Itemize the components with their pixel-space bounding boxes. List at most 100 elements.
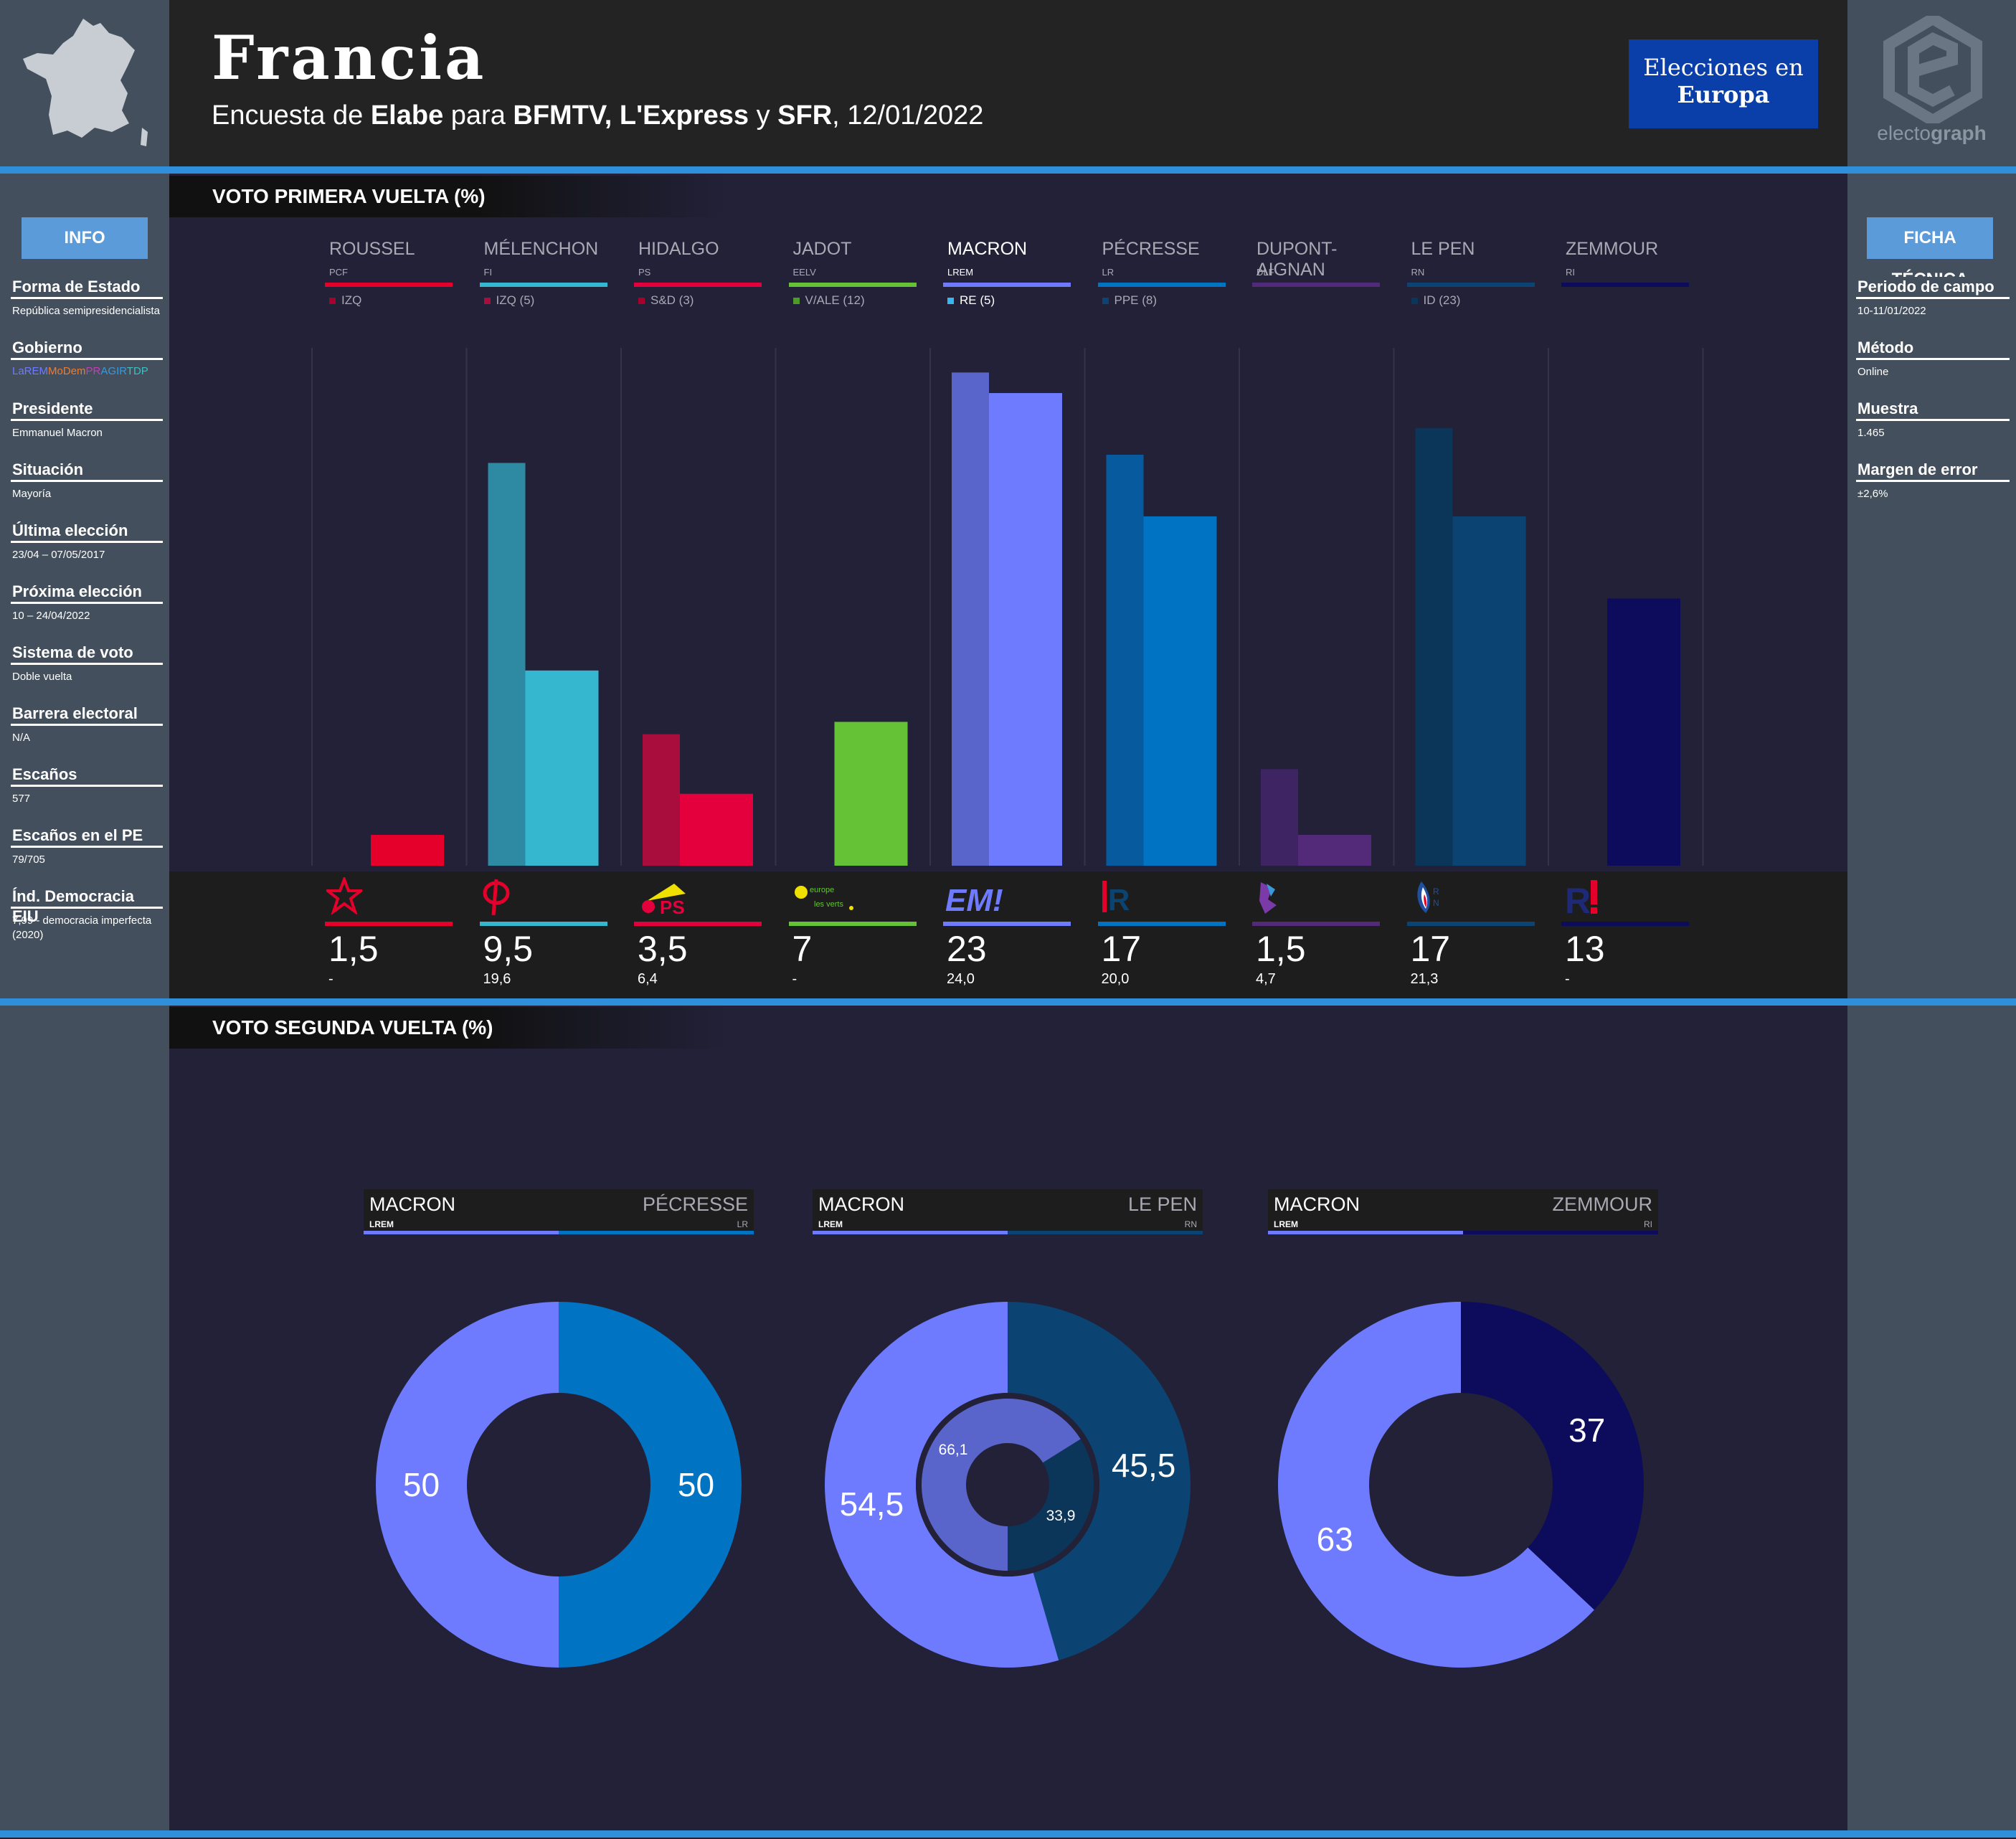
svg-text:R: R xyxy=(1565,881,1591,916)
previous-value-label: - xyxy=(792,971,798,987)
header xyxy=(169,0,1847,166)
duel-header: MACRON LREM ZEMMOUR RI xyxy=(1268,1189,1658,1234)
technical-value: 10-11/01/2022 xyxy=(1858,305,1926,317)
info-value: Emmanuel Macron xyxy=(12,427,103,439)
group-label: PPE (8) xyxy=(1114,293,1158,307)
previous-value-label: 4,7 xyxy=(1256,971,1276,987)
dlf-logo-icon xyxy=(1259,882,1277,914)
donut-label-left: 54,5 xyxy=(840,1485,904,1523)
technical-title: Margen de error xyxy=(1856,460,2010,482)
donut-slice-left xyxy=(1278,1302,1594,1668)
technical-value: 1.465 xyxy=(1858,427,1885,439)
info-value: República semipresidencialista xyxy=(12,305,160,317)
info-value: 577 xyxy=(12,793,31,805)
candidate-name: MACRON xyxy=(947,239,1028,259)
candidate-party: RN xyxy=(1411,267,1425,278)
duel-header: MACRON LREM PÉCRESSE LR xyxy=(364,1189,754,1234)
candidate-color-line xyxy=(1252,283,1380,287)
result-color-line xyxy=(1097,922,1226,926)
previous-value-label: 19,6 xyxy=(483,971,511,987)
duel-right-line xyxy=(559,1231,754,1234)
duel-left-line xyxy=(813,1231,1008,1234)
bar-previous-election xyxy=(1415,427,1453,866)
donut-label-right: 45,5 xyxy=(1112,1447,1176,1484)
candidate-color-line xyxy=(943,283,1071,287)
result-color-line xyxy=(325,922,453,926)
inner-label-right: 33,9 xyxy=(1046,1508,1076,1524)
previous-value-label: 6,4 xyxy=(638,971,658,987)
duel-right-line xyxy=(1008,1231,1203,1234)
bar-poll-value xyxy=(1607,598,1680,866)
government-party: LaREM xyxy=(12,365,49,377)
duel-left-party: LREM xyxy=(369,1219,394,1229)
info-value: Mayoría xyxy=(12,488,52,500)
candidate-color-line xyxy=(325,283,453,287)
page-subtitle: Encuesta de Elabe para BFMTV, L'Express … xyxy=(212,100,984,131)
result-color-line xyxy=(479,922,607,926)
candidate-party: LR xyxy=(1102,267,1115,278)
duel-right-party: RN xyxy=(1184,1219,1197,1229)
previous-value-label: - xyxy=(1565,971,1570,987)
government-party: TDP xyxy=(126,365,148,377)
info-value: N/A xyxy=(12,732,31,744)
government-party: AGIR xyxy=(100,365,127,377)
candidate-group: IZQ xyxy=(329,293,462,308)
results-strip xyxy=(169,871,1847,998)
group-label: IZQ xyxy=(341,293,362,307)
info-tag: INFO xyxy=(22,217,148,259)
candidate-color-line xyxy=(1097,283,1226,287)
group-label: S&D (3) xyxy=(650,293,694,307)
info-title: Gobierno xyxy=(11,338,163,360)
group-square xyxy=(792,298,800,305)
candidate-name: LE PEN xyxy=(1411,239,1475,259)
duel-left-line xyxy=(1268,1231,1463,1234)
info-value: 79/705 xyxy=(12,854,45,866)
donut-label-left: 50 xyxy=(403,1466,440,1503)
candidate-color-line xyxy=(634,283,762,287)
info-title: Próxima elección xyxy=(11,582,163,604)
candidate-name: HIDALGO xyxy=(638,239,719,259)
info-value: 10 – 24/04/2022 xyxy=(12,610,90,622)
electograph-brand: electograph xyxy=(1877,122,1987,144)
separator-middle xyxy=(0,998,2016,1006)
candidate-party: PS xyxy=(638,267,651,278)
candidate-name: MÉLENCHON xyxy=(483,239,599,259)
fi-phi-icon xyxy=(483,879,510,916)
bar-previous-election xyxy=(488,463,526,866)
duel-left-name: MACRON xyxy=(818,1193,904,1215)
badge-line-1: Elecciones en xyxy=(1643,54,1804,81)
page-title: Francia xyxy=(212,22,487,93)
poll-value-label: 13 xyxy=(1565,929,1605,969)
candidate-group: S&D (3) xyxy=(638,293,771,308)
info-title: Escaños en el PE xyxy=(11,826,163,848)
lr-logo-icon: R xyxy=(1102,881,1130,916)
badge-line-2: Europa xyxy=(1677,81,1770,108)
result-color-line xyxy=(1252,922,1380,926)
candidate-party: EELV xyxy=(792,267,816,278)
svg-text:N: N xyxy=(1433,898,1439,908)
bar-poll-value xyxy=(989,393,1062,866)
candidate-group: ID (23) xyxy=(1411,293,1544,308)
government-parties: LaREMMoDemPRAGIRTDP xyxy=(12,364,148,379)
technical-title: Método xyxy=(1856,338,2010,360)
inner-slice-right xyxy=(1008,1439,1094,1571)
duel-right-name: PÉCRESSE xyxy=(642,1193,748,1215)
pcf-star-icon xyxy=(326,877,362,914)
duel-left-name: MACRON xyxy=(369,1193,455,1215)
group-square xyxy=(1102,298,1109,305)
bar-poll-value xyxy=(525,670,599,866)
bar-previous-election xyxy=(643,734,680,866)
duel-right-line xyxy=(1463,1231,1658,1234)
duel-right-name: LE PEN xyxy=(1127,1193,1197,1215)
candidate-party: PCF xyxy=(329,267,348,278)
duel-right-party: LR xyxy=(737,1219,748,1229)
group-square xyxy=(947,298,954,305)
info-value: 23/04 – 07/05/2017 xyxy=(12,549,105,561)
duel-header: MACRON LREM LE PEN RN xyxy=(813,1189,1203,1234)
technical-value: ±2,6% xyxy=(1858,488,1888,500)
candidate-group: IZQ (5) xyxy=(483,293,617,308)
donut-label-right: 50 xyxy=(678,1466,714,1503)
eelv-logo-icon: europe les verts xyxy=(795,886,853,910)
em-logo-icon: EM! xyxy=(945,883,1003,917)
bar-previous-election xyxy=(1106,454,1144,866)
